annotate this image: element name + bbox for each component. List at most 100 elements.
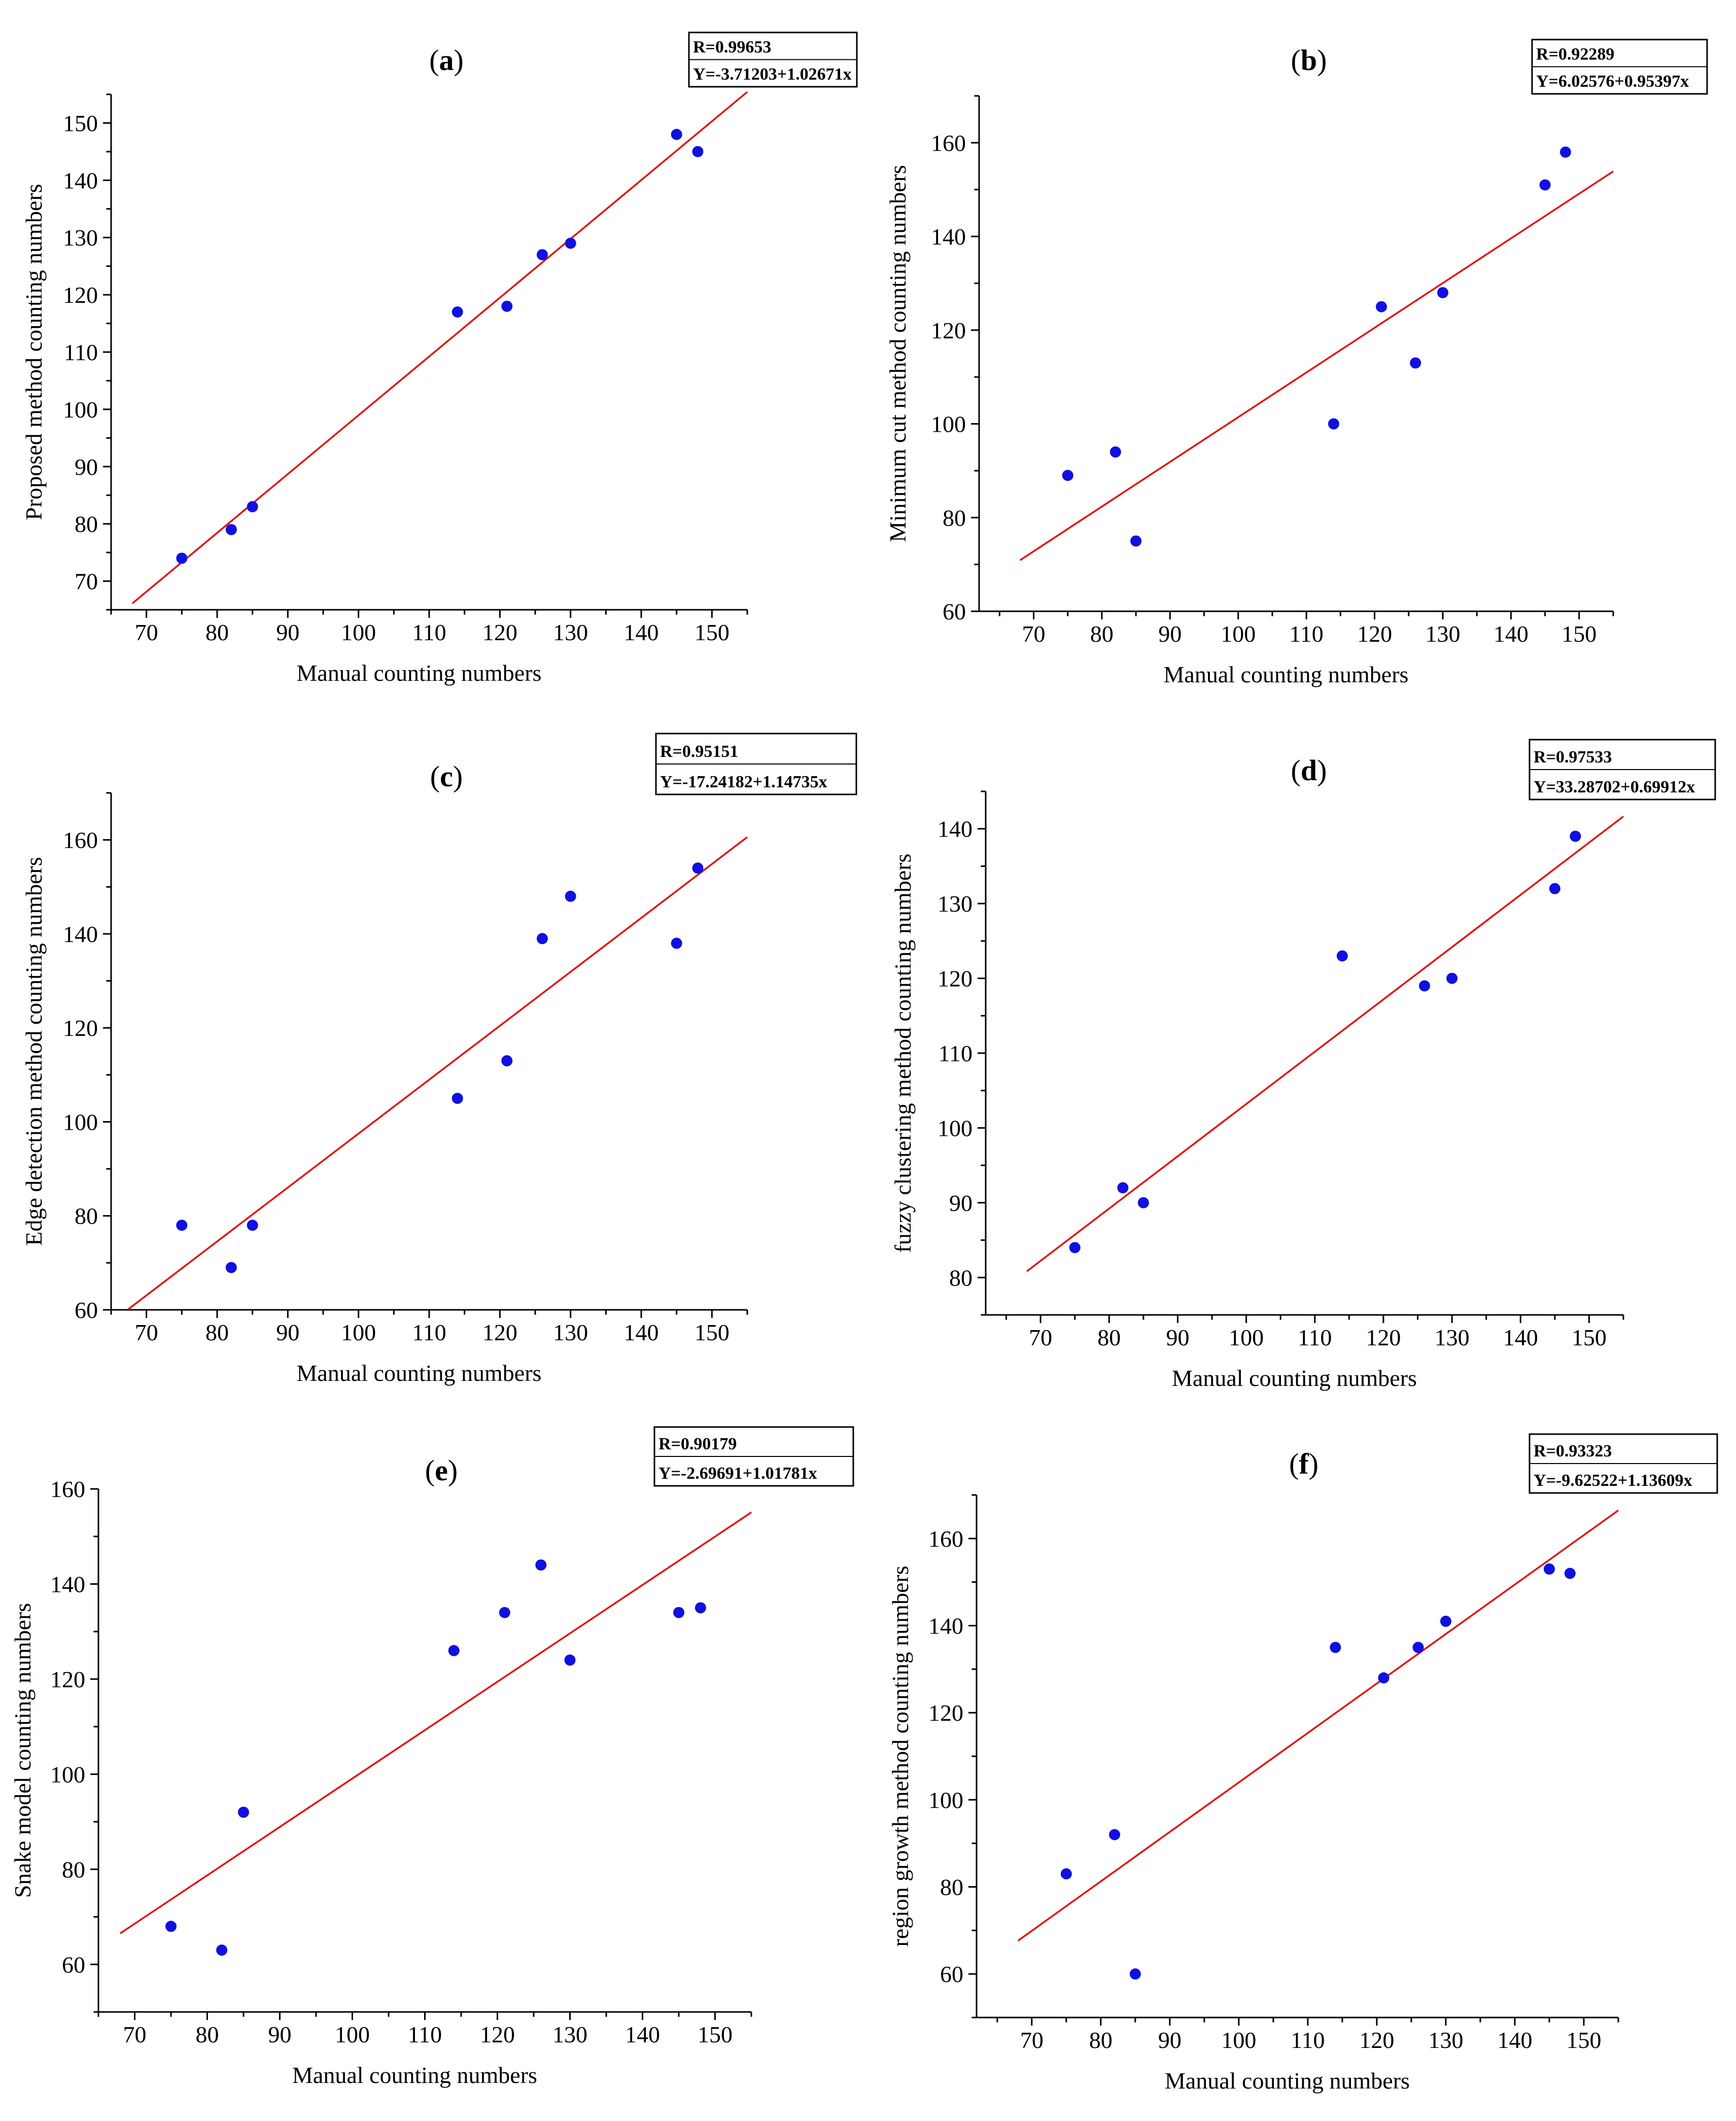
- chart-panel-c: 70 80 90 100 110 120 130 140 150 60 80 100 120 140 160…: [21, 733, 857, 1386]
- data-point: [216, 1944, 228, 1956]
- y-tick-label: 120: [63, 282, 98, 308]
- x-tick-label: 90: [1158, 2027, 1182, 2053]
- fit-line: [119, 1511, 752, 1934]
- x-tick-label: 110: [408, 2022, 442, 2047]
- data-point: [1437, 287, 1448, 298]
- data-point: [671, 937, 682, 949]
- x-tick-label: 70: [123, 2022, 147, 2047]
- y-tick-label: 120: [928, 1700, 963, 1726]
- y-tick-label: 100: [928, 1787, 963, 1813]
- data-point: [165, 1921, 177, 1932]
- fit-line: [1019, 170, 1614, 561]
- data-point: [1069, 1242, 1081, 1254]
- stats-equation: Y=6.02576+0.95397x: [1536, 72, 1689, 91]
- x-tick-label: 100: [335, 2022, 370, 2047]
- x-tick-label: 150: [695, 619, 730, 645]
- x-tick-label: 140: [624, 1319, 659, 1345]
- x-tick-label: 100: [1221, 621, 1256, 647]
- panel-label-open: (: [1291, 44, 1301, 77]
- data-point: [1129, 1968, 1141, 1980]
- data-point: [1336, 950, 1348, 962]
- x-tick-label: 140: [625, 2022, 660, 2047]
- panel-label-close: ): [448, 1454, 458, 1487]
- panel-label: (f): [1289, 1447, 1318, 1480]
- stats-r-value: R=0.99653: [693, 38, 771, 57]
- x-tick-label: 130: [553, 1319, 588, 1345]
- x-axis-label: Manual counting numbers: [297, 660, 542, 686]
- panel-label-open: (: [430, 760, 440, 793]
- y-tick-label: 140: [63, 167, 98, 193]
- y-tick-label: 80: [949, 1265, 973, 1291]
- x-tick-label: 120: [1357, 621, 1392, 647]
- x-tick-label: 150: [1561, 621, 1596, 647]
- x-tick-label: 120: [482, 1319, 517, 1345]
- data-point: [225, 524, 237, 535]
- y-tick-label: 100: [938, 1115, 973, 1141]
- panel-label: (d): [1291, 754, 1327, 787]
- stats-equation: Y=33.28702+0.69912x: [1534, 778, 1695, 796]
- x-tick-label: 70: [1022, 621, 1046, 647]
- x-tick-label: 130: [552, 2022, 587, 2047]
- data-point: [536, 249, 548, 261]
- x-tick-label: 120: [1359, 2027, 1394, 2053]
- panel-label-open: (: [429, 44, 439, 77]
- data-point: [1130, 535, 1142, 547]
- stats-equation: Y=-17.24182+1.14735x: [660, 773, 827, 791]
- chart-panel-e: 70 80 90 100 110 120 130 140 150 60 80 100 120 140 160…: [10, 1426, 854, 2088]
- data-point: [695, 1602, 706, 1614]
- data-point: [1549, 883, 1560, 894]
- data-point: [176, 1220, 188, 1231]
- panel-label-close: ): [453, 760, 463, 793]
- stats-r-value: R=0.95151: [660, 742, 738, 761]
- x-tick-label: 150: [1572, 1325, 1607, 1350]
- y-tick-label: 160: [63, 827, 98, 853]
- y-tick-label: 70: [75, 569, 98, 595]
- data-point: [176, 552, 188, 564]
- data-point: [1109, 1829, 1121, 1840]
- panel-label-close: ): [1317, 44, 1327, 77]
- x-tick-label: 140: [1497, 2027, 1532, 2053]
- x-tick-label: 80: [205, 1319, 229, 1345]
- y-tick-label: 100: [63, 397, 98, 423]
- y-tick-label: 120: [63, 1015, 98, 1041]
- y-tick-label: 60: [940, 1961, 963, 1987]
- data-point: [238, 1806, 249, 1818]
- stats-r-value: R=0.90179: [658, 1435, 737, 1453]
- x-tick-label: 120: [1366, 1325, 1401, 1350]
- y-tick-label: 90: [949, 1190, 973, 1216]
- x-tick-label: 110: [1291, 2027, 1325, 2053]
- x-tick-label: 130: [1425, 621, 1460, 647]
- x-tick-label: 100: [341, 1319, 376, 1345]
- x-tick-label: 70: [1020, 2027, 1044, 2053]
- chart-panel-a: 70 80 90 100 110 120 130 140 150 70 80 90 100 110 120 1…: [21, 31, 858, 686]
- x-tick-label: 150: [1566, 2027, 1601, 2053]
- data-point: [1419, 980, 1431, 992]
- x-tick-label: 70: [1029, 1325, 1052, 1350]
- stats-r-value: R=0.97533: [1534, 748, 1612, 767]
- chart-panel-d: 70 80 90 100 110 120 130 140 150 80 90 100 110 120 130…: [890, 739, 1716, 1391]
- x-axis-label: Manual counting numbers: [1165, 2068, 1410, 2094]
- stats-r-value: R=0.92289: [1536, 45, 1614, 64]
- y-tick-label: 140: [938, 816, 973, 842]
- panel-label-close: ): [1317, 754, 1327, 787]
- data-point: [1062, 470, 1073, 481]
- panel-label: (c): [430, 760, 463, 793]
- x-tick-label: 80: [1089, 2027, 1113, 2053]
- x-tick-label: 70: [135, 619, 158, 645]
- x-tick-label: 90: [276, 619, 299, 645]
- fit-line: [1026, 815, 1624, 1272]
- stats-equation: Y=-9.62522+1.13609x: [1534, 1471, 1692, 1490]
- x-axis-label: Manual counting numbers: [1164, 662, 1409, 687]
- y-tick-label: 100: [63, 1109, 98, 1135]
- x-tick-label: 100: [1221, 2027, 1256, 2053]
- panel-label-letter: a: [439, 44, 454, 77]
- y-tick-label: 60: [62, 1952, 85, 1977]
- data-point: [225, 1262, 237, 1273]
- data-point: [671, 129, 682, 141]
- data-point: [564, 1654, 576, 1666]
- x-tick-label: 110: [1298, 1325, 1332, 1350]
- x-tick-label: 140: [624, 619, 659, 645]
- data-point: [565, 890, 576, 902]
- x-tick-label: 80: [196, 2022, 219, 2047]
- data-point: [1446, 972, 1458, 984]
